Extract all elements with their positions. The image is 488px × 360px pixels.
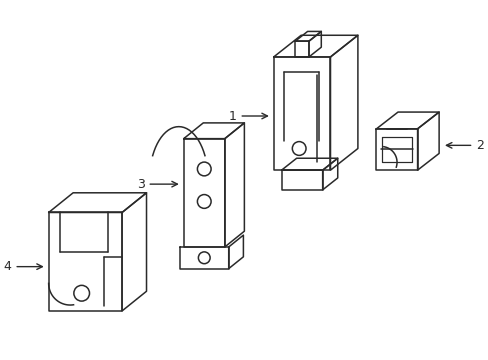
Text: 4: 4 (3, 260, 42, 273)
Text: 2: 2 (446, 139, 483, 152)
Text: 3: 3 (137, 177, 177, 191)
Text: 1: 1 (228, 109, 267, 122)
